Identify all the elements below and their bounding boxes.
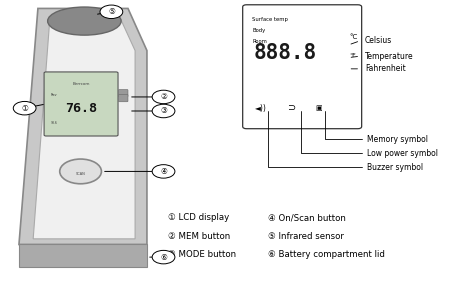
Text: ⑤ Infrared sensor: ⑤ Infrared sensor (268, 232, 344, 241)
FancyBboxPatch shape (118, 90, 128, 97)
Text: Memory symbol: Memory symbol (367, 135, 428, 144)
Text: ⊃: ⊃ (287, 103, 295, 113)
Text: ①: ① (21, 104, 28, 113)
Text: Surface temp: Surface temp (252, 17, 288, 22)
Text: ④ On/Scan button: ④ On/Scan button (268, 213, 346, 222)
Text: Prev: Prev (51, 93, 57, 97)
Text: ③ MODE button: ③ MODE button (168, 250, 237, 259)
Text: ③: ③ (160, 106, 167, 115)
Polygon shape (19, 8, 147, 244)
Text: Celsius: Celsius (365, 36, 392, 45)
Circle shape (152, 104, 175, 118)
Text: ▣: ▣ (315, 105, 322, 111)
FancyBboxPatch shape (243, 5, 362, 129)
Text: ⑤: ⑤ (108, 7, 115, 16)
Text: °F: °F (349, 53, 356, 58)
Text: Buzzer symbol: Buzzer symbol (367, 163, 423, 172)
Text: Body: Body (252, 28, 265, 33)
Text: 888.8: 888.8 (254, 43, 317, 63)
Text: ②: ② (160, 92, 167, 101)
Circle shape (100, 5, 123, 19)
Text: ⑥ Battery compartment lid: ⑥ Battery compartment lid (268, 250, 385, 259)
Text: 98.6: 98.6 (51, 121, 58, 124)
Circle shape (152, 90, 175, 104)
Text: Temperature: Temperature (365, 52, 414, 61)
Text: ⑥: ⑥ (160, 253, 167, 262)
Circle shape (152, 250, 175, 264)
Text: Fahrenheit: Fahrenheit (365, 64, 406, 73)
Ellipse shape (47, 7, 121, 35)
Text: Low power symbol: Low power symbol (367, 149, 438, 158)
Text: 76.8: 76.8 (65, 102, 97, 115)
FancyBboxPatch shape (44, 72, 118, 136)
Text: ② MEM button: ② MEM button (168, 232, 230, 241)
Text: °C: °C (349, 34, 357, 40)
Circle shape (60, 159, 101, 184)
Text: ④: ④ (160, 167, 167, 176)
Text: Room: Room (252, 39, 267, 44)
Text: ① LCD display: ① LCD display (168, 213, 229, 222)
Circle shape (13, 101, 36, 115)
Text: SCAN: SCAN (76, 172, 85, 176)
FancyBboxPatch shape (118, 94, 128, 102)
Circle shape (152, 165, 175, 178)
Polygon shape (19, 244, 147, 267)
Text: Berrcom: Berrcom (73, 82, 90, 86)
Polygon shape (33, 20, 135, 239)
Text: ◄)): ◄)) (255, 104, 267, 113)
